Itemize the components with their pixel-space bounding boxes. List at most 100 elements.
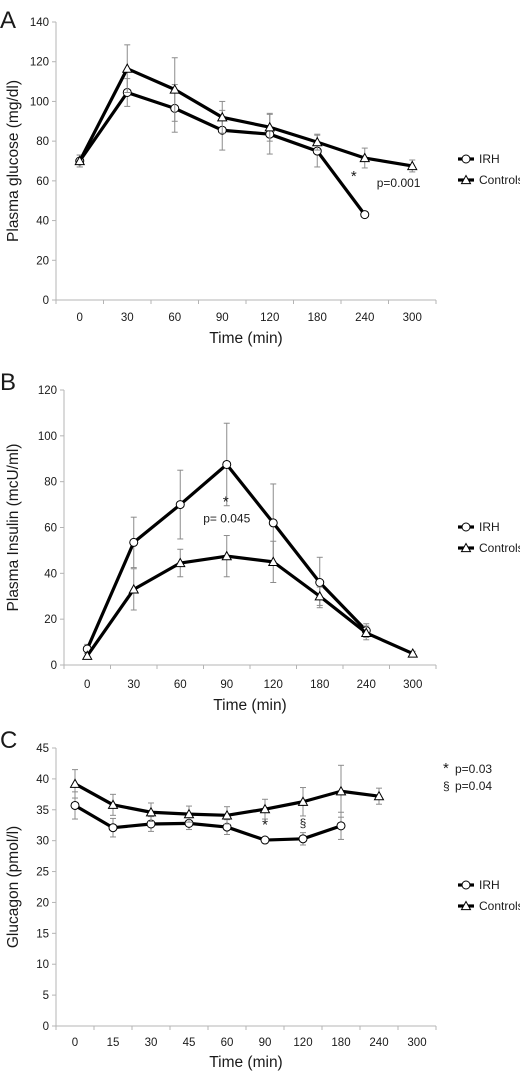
- significance-symbol: §: [300, 816, 307, 830]
- legend-label: Controls: [479, 899, 520, 913]
- data-point: [373, 790, 385, 801]
- y-tick-label: 120: [30, 57, 49, 69]
- data-point: [267, 556, 279, 566]
- data-point: [259, 803, 271, 814]
- legend-marker: [461, 880, 471, 890]
- data-point: [260, 835, 270, 845]
- x-tick-label: 60: [221, 1037, 234, 1049]
- x-tick-label: 30: [145, 1037, 158, 1049]
- series-line: [78, 67, 413, 168]
- series-irh: [82, 422, 371, 655]
- y-tick-label: 80: [44, 477, 57, 489]
- legend-entry-irh: IRH: [458, 152, 500, 166]
- legend-label: Controls: [479, 541, 520, 555]
- x-tick-label: 180: [310, 679, 329, 691]
- y-tick-label: 60: [44, 523, 57, 535]
- x-tick-label: 300: [403, 679, 422, 691]
- x-tick-label: 90: [259, 1037, 272, 1049]
- y-tick-label: 20: [44, 614, 57, 626]
- data-point: [169, 83, 181, 94]
- data-point: [407, 648, 419, 658]
- annotation: *: [262, 817, 268, 834]
- legend-label: IRH: [479, 878, 500, 892]
- legend-marker: [460, 174, 472, 185]
- panel-letter: C: [0, 727, 17, 754]
- x-tick-label: 300: [407, 1037, 426, 1049]
- x-tick-label: 240: [369, 1037, 388, 1049]
- x-tick-label: 120: [260, 312, 279, 324]
- x-tick-label: 180: [331, 1037, 350, 1049]
- panel-b: B 0 20 40 60 80 100 120 0 30 60 90 120 180 240 300 Time …: [0, 369, 520, 714]
- data-point: [297, 796, 309, 806]
- x-tick-label: 0: [84, 679, 90, 691]
- x-tick-label: 300: [403, 312, 422, 324]
- x-tick-label: 120: [264, 679, 283, 691]
- y-tick-label: 0: [43, 1021, 49, 1033]
- legend-entry-controls: Controls: [458, 173, 520, 187]
- y-tick-label: 0: [43, 295, 49, 307]
- data-point: [121, 63, 133, 73]
- y-axis-title: Plasma Insulin (mcU/ml): [5, 444, 22, 612]
- y-axis-title: Plasma glucose (mg/dl): [5, 80, 22, 242]
- side-note-symbol: *: [443, 760, 449, 777]
- legend-label: Controls: [479, 173, 520, 187]
- side-note-p-value: p=0.04: [455, 779, 492, 793]
- y-tick-label: 40: [36, 774, 49, 786]
- p-value: p= 0.045: [203, 512, 250, 526]
- y-tick-label: 35: [36, 805, 49, 817]
- y-tick-label: 60: [36, 176, 49, 188]
- y-tick-label: 100: [38, 431, 57, 443]
- data-point: [70, 800, 80, 810]
- panel-a: A 0 20 40 60 80 100 120 140 0 30 60 90 120 180 240 300 Ti…: [0, 7, 520, 347]
- legend-label: IRH: [479, 152, 500, 166]
- x-tick-label: 30: [127, 679, 140, 691]
- x-tick-label: 180: [308, 312, 327, 324]
- legend-marker: [460, 900, 472, 911]
- data-point: [221, 809, 233, 820]
- data-point: [74, 155, 86, 166]
- y-tick-label: 80: [36, 136, 49, 148]
- data-point: [108, 823, 118, 833]
- significance-symbol: *: [262, 817, 268, 834]
- data-point: [268, 518, 278, 528]
- legend-entry-irh: IRH: [458, 520, 500, 534]
- x-tick-label: 15: [107, 1037, 120, 1049]
- data-point: [222, 459, 232, 469]
- annotation: *p= 0.045: [203, 494, 250, 526]
- y-tick-label: 140: [30, 17, 49, 29]
- x-tick-label: 45: [183, 1037, 196, 1049]
- data-point: [359, 152, 371, 163]
- x-tick-label: 0: [72, 1037, 78, 1049]
- series-controls: [81, 535, 419, 660]
- data-point: [360, 627, 372, 638]
- data-point: [221, 550, 233, 561]
- data-point: [145, 806, 157, 817]
- series-line: [74, 804, 342, 842]
- y-tick-label: 100: [30, 96, 49, 108]
- data-point: [360, 210, 370, 220]
- y-tick-label: 20: [36, 255, 49, 267]
- x-tick-label: 90: [220, 679, 233, 691]
- y-tick-label: 5: [43, 990, 49, 1002]
- legend-marker: [461, 522, 471, 532]
- annotation: * p=0.001: [351, 168, 421, 190]
- significance-symbol: *: [351, 168, 357, 185]
- data-point: [183, 808, 195, 819]
- y-tick-label: 0: [51, 660, 57, 672]
- x-axis-title: Time (min): [209, 1054, 282, 1071]
- data-point: [216, 111, 228, 122]
- y-tick-label: 120: [38, 385, 57, 397]
- legend-label: IRH: [479, 520, 500, 534]
- legend-marker: [461, 154, 471, 164]
- panel-letter: A: [0, 7, 16, 34]
- y-tick-label: 10: [36, 959, 49, 971]
- data-point: [81, 650, 93, 660]
- series-controls: [74, 44, 418, 173]
- data-point: [311, 136, 323, 147]
- data-point: [406, 160, 418, 171]
- data-point: [315, 578, 325, 587]
- data-point: [314, 590, 326, 601]
- data-point: [298, 834, 308, 844]
- data-point: [128, 583, 140, 594]
